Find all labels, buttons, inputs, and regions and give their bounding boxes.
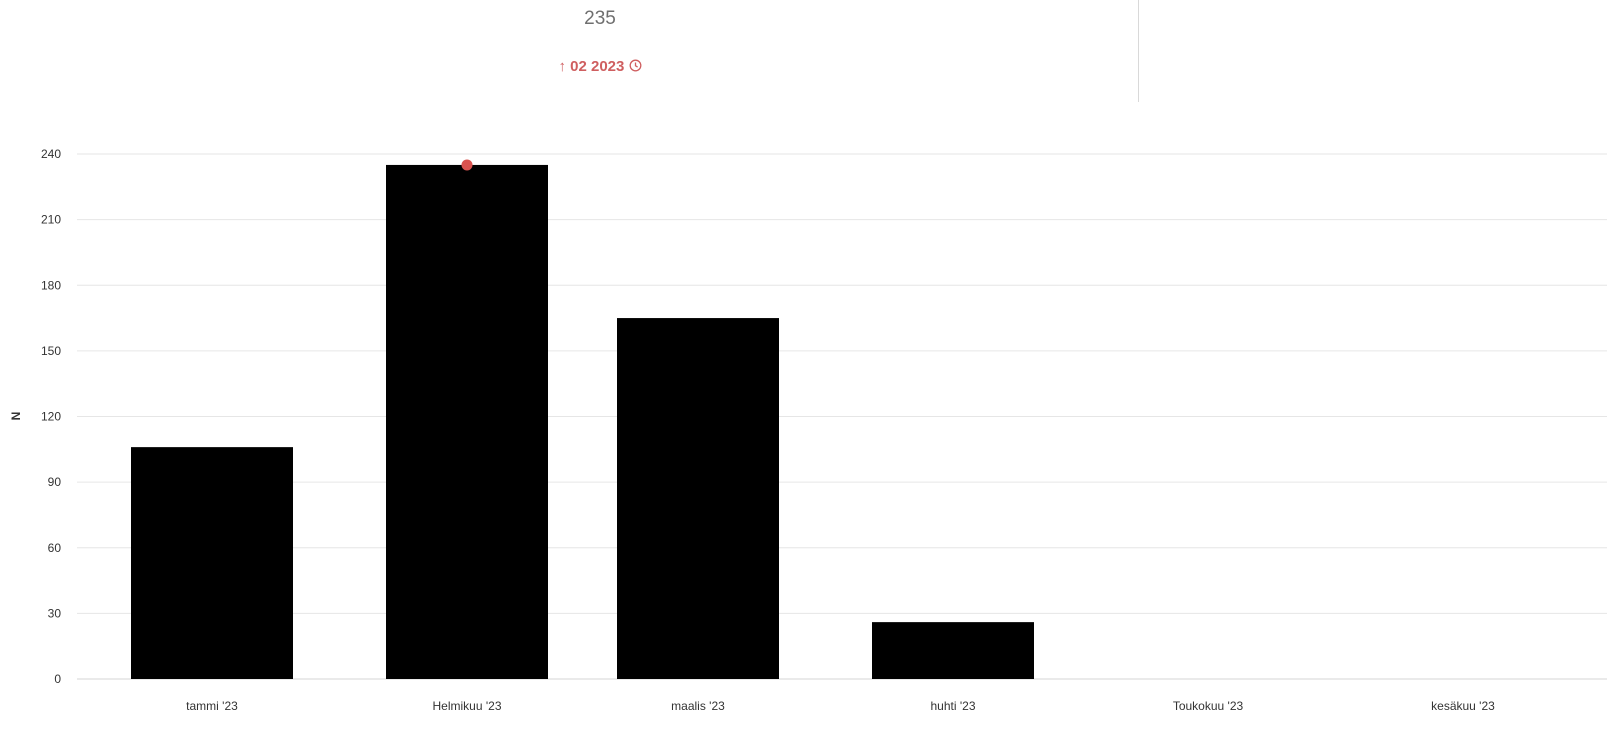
trend-period-label: 02 2023: [570, 58, 625, 75]
x-tick-label: kesäkuu '23: [1431, 699, 1495, 713]
kpi-trend: ↑ 02 2023: [500, 58, 700, 75]
y-tick-label: 0: [54, 672, 61, 686]
trend-up-arrow-icon: ↑: [558, 58, 566, 75]
bar[interactable]: [617, 318, 779, 679]
x-tick-label: Helmikuu '23: [433, 699, 502, 713]
clock-icon[interactable]: [629, 58, 642, 75]
x-tick-label: maalis '23: [671, 699, 725, 713]
y-tick-label: 60: [48, 541, 62, 555]
y-tick-label: 180: [41, 278, 61, 292]
x-tick-label: huhti '23: [931, 699, 976, 713]
y-tick-label: 30: [48, 606, 62, 620]
highlight-markers: [461, 159, 473, 171]
y-tick-label: 150: [41, 344, 61, 358]
y-tick-label: 120: [41, 410, 61, 424]
gridlines: [77, 153, 1607, 680]
panel-divider: [1138, 0, 1139, 102]
x-axis-ticks: tammi '23 Helmikuu '23 maalis '23 huhti '23…: [186, 699, 1495, 713]
kpi-value: 235: [584, 8, 616, 29]
y-tick-label: 210: [41, 213, 61, 227]
bar[interactable]: [872, 622, 1034, 679]
x-tick-label: tammi '23: [186, 699, 238, 713]
y-axis-title: N: [9, 412, 23, 421]
y-tick-label: 240: [41, 147, 61, 161]
y-axis-ticks: 0 30 60 90 120 150 180 210 240: [41, 147, 61, 686]
y-tick-label: 90: [48, 475, 62, 489]
x-tick-label: Toukokuu '23: [1173, 699, 1244, 713]
bar[interactable]: [131, 447, 293, 679]
highlight-marker[interactable]: [461, 159, 473, 171]
bar[interactable]: [386, 164, 548, 679]
bars: [131, 164, 1034, 679]
